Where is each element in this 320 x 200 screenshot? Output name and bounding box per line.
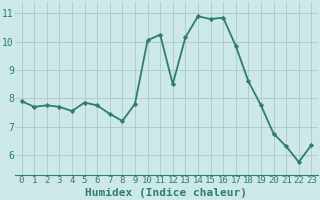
X-axis label: Humidex (Indice chaleur): Humidex (Indice chaleur) (85, 188, 247, 198)
